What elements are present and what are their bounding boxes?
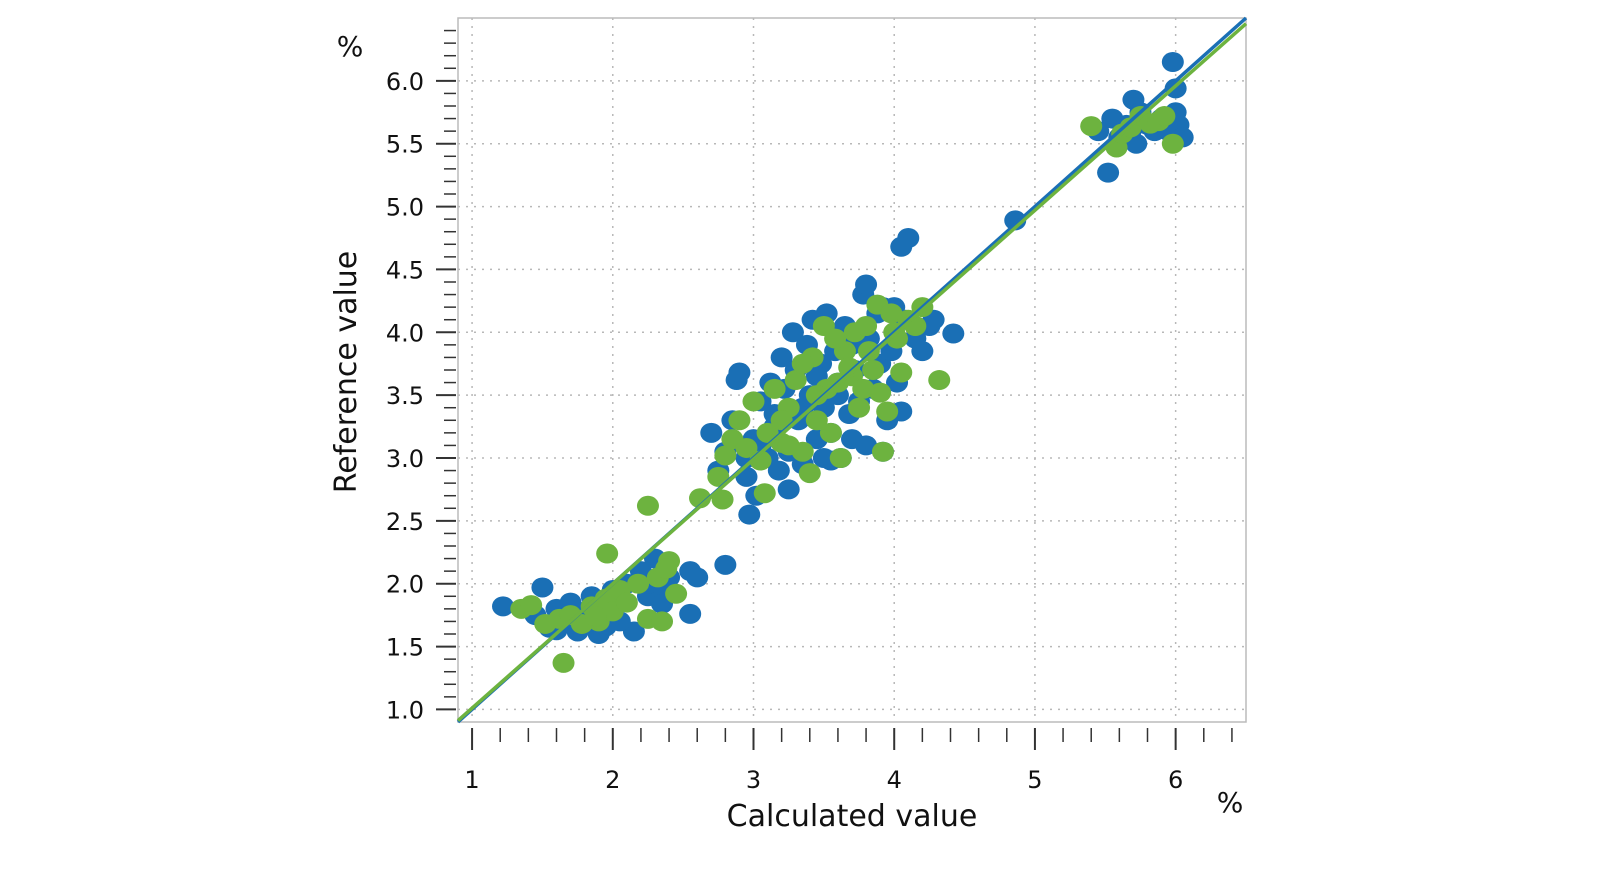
validation-point bbox=[665, 583, 688, 604]
calibration-point bbox=[1097, 162, 1120, 183]
plot-frame bbox=[457, 17, 1247, 723]
data-points bbox=[492, 52, 1194, 673]
validation-fit-line bbox=[456, 22, 1248, 722]
validation-point bbox=[615, 592, 638, 613]
y-tick-label: 4.5 bbox=[386, 256, 424, 284]
validation-point bbox=[627, 573, 650, 594]
validation-point bbox=[928, 370, 951, 391]
validation-point bbox=[714, 445, 737, 466]
calibration-point bbox=[728, 362, 751, 383]
calibration-point bbox=[700, 422, 723, 443]
y-tick-label: 5.5 bbox=[386, 131, 424, 159]
calibration-point bbox=[770, 347, 793, 368]
validation-point bbox=[742, 391, 765, 412]
calibration-point bbox=[1164, 78, 1187, 99]
calibration-point bbox=[855, 435, 878, 456]
x-axis-ticks: 1 2 3 4 5 6 bbox=[464, 728, 1233, 794]
validation-point bbox=[1161, 133, 1184, 154]
calibration-point bbox=[714, 554, 737, 575]
y-axis-unit: % bbox=[337, 30, 364, 63]
calibration-point bbox=[911, 341, 934, 362]
calibration-point bbox=[1161, 52, 1184, 72]
validation-point bbox=[852, 378, 875, 399]
validation-point bbox=[791, 353, 814, 374]
x-tick-label: 2 bbox=[605, 766, 620, 794]
x-tick-label: 5 bbox=[1027, 766, 1042, 794]
calibration-point bbox=[531, 577, 554, 598]
validation-point bbox=[838, 357, 861, 378]
validation-point bbox=[890, 362, 913, 383]
y-tick-label: 3.0 bbox=[386, 445, 424, 473]
validation-point bbox=[651, 611, 674, 632]
validation-point bbox=[798, 463, 821, 484]
x-tick-label: 6 bbox=[1168, 766, 1183, 794]
validation-point bbox=[584, 606, 607, 627]
y-tick-label: 4.0 bbox=[386, 319, 424, 347]
validation-point bbox=[848, 397, 871, 418]
plot-border bbox=[457, 17, 1247, 723]
y-tick-label: 6.0 bbox=[386, 68, 424, 96]
y-tick-label: 3.5 bbox=[386, 382, 424, 410]
calibration-point bbox=[1004, 210, 1027, 231]
calibration-point bbox=[890, 236, 913, 257]
validation-point bbox=[880, 303, 903, 324]
validation-point bbox=[777, 435, 800, 456]
validation-point bbox=[753, 483, 776, 504]
calibration-point bbox=[738, 504, 761, 525]
validation-point bbox=[735, 437, 758, 458]
y-tick-label: 5.0 bbox=[386, 194, 424, 222]
validation-point bbox=[763, 378, 786, 399]
validation-point bbox=[1080, 116, 1103, 137]
validation-point bbox=[770, 410, 793, 431]
calibration-point bbox=[942, 323, 965, 344]
y-tick-label: 1.0 bbox=[386, 696, 424, 724]
validation-point bbox=[552, 652, 575, 673]
x-axis-unit: % bbox=[1217, 786, 1244, 819]
validation-point bbox=[805, 410, 828, 431]
calibration-point bbox=[767, 460, 790, 481]
validation-point bbox=[876, 401, 899, 422]
x-tick-label: 4 bbox=[887, 766, 902, 794]
validation-point bbox=[636, 495, 659, 516]
y-tick-label: 1.5 bbox=[386, 634, 424, 662]
validation-point bbox=[857, 341, 880, 362]
y-tick-label: 2.5 bbox=[386, 508, 424, 536]
calibration-point bbox=[679, 603, 702, 624]
y-axis-ticks: 1.0 1.5 2.0 2.5 3.0 3.5 4.0 4.5 5.0 5.5 6.0 bbox=[386, 29, 456, 724]
x-axis-title: Calculated value bbox=[727, 799, 978, 834]
validation-point bbox=[829, 448, 852, 468]
x-tick-label: 1 bbox=[464, 766, 479, 794]
fit-lines bbox=[456, 16, 1248, 724]
calibration-point bbox=[686, 567, 709, 588]
validation-point bbox=[819, 422, 842, 443]
calibration-point bbox=[812, 448, 835, 468]
calibration-point bbox=[855, 274, 878, 295]
validation-point bbox=[824, 328, 847, 349]
validation-point bbox=[855, 316, 878, 336]
validation-point bbox=[728, 410, 751, 431]
validation-point bbox=[871, 441, 894, 462]
y-tick-label: 2.0 bbox=[386, 571, 424, 599]
calibration-point bbox=[781, 322, 804, 343]
calibration-point bbox=[777, 479, 800, 500]
validation-point bbox=[784, 370, 807, 391]
calibration-point bbox=[492, 596, 515, 617]
validation-point bbox=[655, 558, 678, 579]
validation-point bbox=[1153, 106, 1176, 127]
validation-point bbox=[869, 382, 892, 403]
y-axis-title: Reference value bbox=[329, 251, 364, 494]
validation-point bbox=[707, 466, 730, 487]
x-tick-label: 3 bbox=[746, 766, 761, 794]
validation-point bbox=[596, 543, 619, 564]
validation-point bbox=[862, 360, 885, 380]
validation-point bbox=[520, 595, 543, 616]
validation-point bbox=[711, 489, 734, 510]
